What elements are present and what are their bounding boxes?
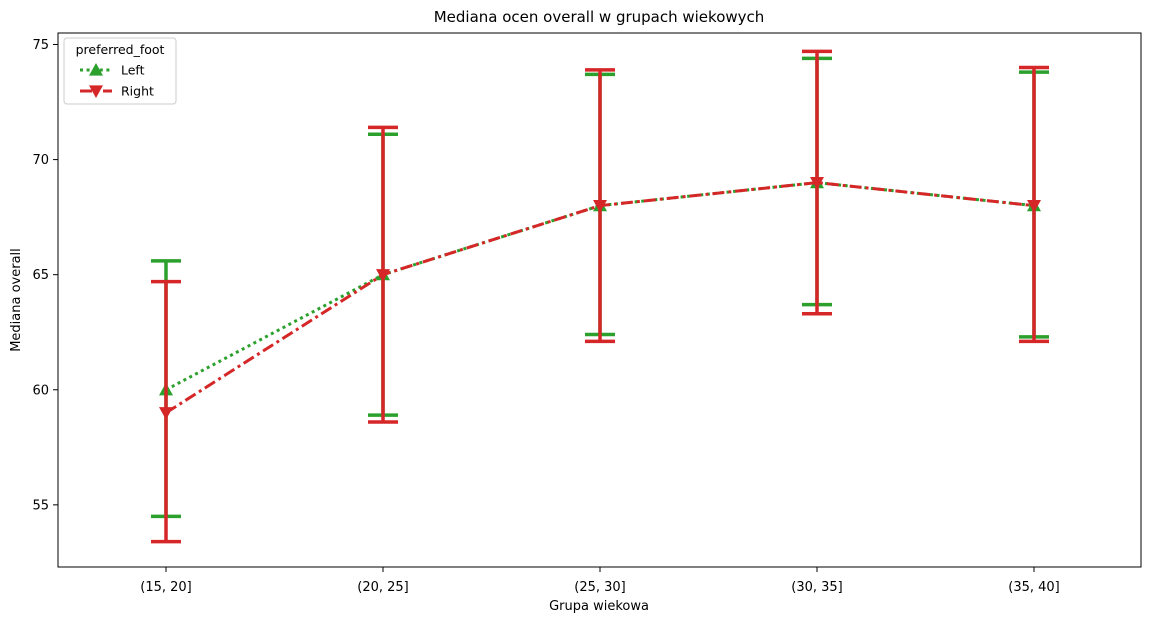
legend-marker (89, 85, 103, 98)
legend-label: Right (121, 84, 154, 99)
x-tick-label: (35, 40] (1008, 580, 1060, 595)
series-right (151, 49, 1049, 544)
x-tick-label: (15, 20] (140, 580, 192, 595)
x-axis-label: Grupa wiekowa (549, 599, 649, 614)
data-point (593, 200, 607, 213)
y-tick-label: 55 (32, 498, 49, 513)
data-point (810, 177, 824, 190)
x-axis: (15, 20] (20, 25] (25, 30] (30, 35] (35, 40] (140, 567, 1060, 595)
y-tick-label: 75 (32, 38, 49, 53)
data-point (1027, 200, 1041, 213)
x-tick-label: (25, 30] (574, 580, 626, 595)
data-point (159, 407, 173, 420)
legend: preferred_foot Left Right (63, 37, 177, 105)
y-tick-label: 65 (32, 268, 49, 283)
legend-marker (89, 63, 103, 76)
x-tick-label: (20, 25] (357, 580, 409, 595)
y-tick-label: 70 (32, 153, 49, 168)
plot-area (151, 49, 1049, 544)
data-point (376, 269, 390, 282)
legend-label: Left (121, 63, 145, 78)
chart-title: Mediana ocen overall w grupach wiekowych (434, 8, 765, 26)
legend-title: preferred_foot (76, 42, 165, 57)
y-axis: 55 60 65 70 75 (32, 38, 58, 513)
y-tick-label: 60 (32, 383, 49, 398)
y-axis-label: Mediana overall (9, 248, 24, 352)
x-tick-label: (30, 35] (791, 580, 843, 595)
